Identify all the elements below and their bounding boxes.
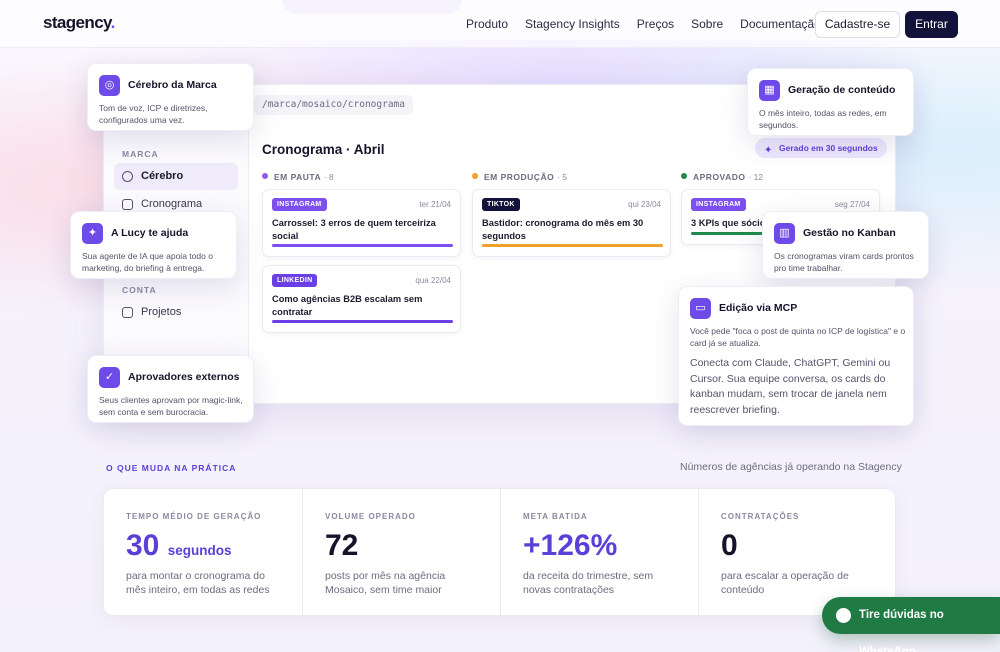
briefcase-icon [122,307,133,318]
feature-card-kanban: ▥ Gestão no Kanban Os cronogramas viram … [762,211,929,279]
card-progress-bar [272,244,453,247]
feature-desc: Você pede "foca o post de quinta no ICP … [690,326,906,348]
chat-icon: ▭ [690,298,711,319]
card-title: Carrossel: 3 erros de quem terceiriza so… [272,218,436,241]
sidebar-section-marca: MARCA [122,149,159,159]
card-date: seg 27/04 [834,200,870,209]
login-button[interactable]: Entrar [905,11,958,38]
check-circle-icon: ✓ [99,367,120,388]
feature-card-geracao: ▦ Geração de conteúdo O mês inteiro, tod… [747,68,914,136]
card-progress-bar [272,320,453,323]
kanban-card[interactable]: INSTAGRAM ter 21/04 Carrossel: 3 erros d… [262,189,461,257]
card-title: 3 KPIs que sócio [691,218,766,228]
feature-card-cerebro: ◎ Cérebro da Marca Tom de voz, ICP e dir… [87,63,254,131]
sidebar-item-cerebro[interactable]: Cérebro [114,163,238,190]
feature-title: Geração de conteúdo [788,84,896,96]
status-dot [681,173,687,179]
stat-value: 72 [325,529,359,562]
generated-badge: ✦ Gerado em 30 segundos [755,138,887,158]
feature-title: Aprovadores externos [128,371,240,383]
sidebar-section-conta: CONTA [122,285,157,295]
brain-icon: ◎ [99,75,120,96]
sparkle-icon: ✦ [82,223,103,244]
status-dot [262,173,268,179]
column-header-em-producao: EM PRODUÇÃO · 5 [472,172,567,182]
status-dot [472,173,478,179]
feature-card-mcp: ▭ Edição via MCP Você pede "foca o post … [678,286,914,426]
top-navbar: stagency. Produto Stagency Insights Preç… [0,0,1000,48]
platform-tag: TIKTOK [482,198,520,211]
chat-bubble-icon [836,608,851,623]
feature-title: Cérebro da Marca [128,79,217,91]
stat-label: CONTRATAÇÕES [721,512,800,521]
sparkle-icon: ✦ [764,145,773,156]
stat-value: 0 [721,529,738,562]
logo[interactable]: stagency. [43,13,115,32]
stat-value: 30 segundos [126,529,232,562]
feature-desc: Sua agente de IA que apoia todo o market… [82,251,213,273]
stat-label: TEMPO MÉDIO DE GERAÇÃO [126,512,262,521]
feature-title: A Lucy te ajuda [111,227,189,239]
stat-label: META BATIDA [523,512,588,521]
platform-tag: LINKEDIN [272,274,318,287]
feature-desc: Tom de voz, ICP e diretrizes, configurad… [99,103,208,125]
stat-desc: da receita do trimestre, sem novas contr… [523,570,654,596]
nav-link-sobre[interactable]: Sobre [691,17,724,31]
stat-value: +126% [523,529,618,562]
stat-desc: para montar o cronograma do mês inteiro,… [126,570,270,596]
feature-card-aprovadores: ✓ Aprovadores externos Seus clientes apr… [87,355,254,423]
feature-desc: Os cronogramas viram cards prontos pro t… [774,251,914,273]
feature-title: Gestão no Kanban [803,227,896,239]
sidebar-item-cronograma[interactable]: Cronograma [114,191,238,218]
feature-desc: O mês inteiro, todas as redes, em segund… [759,108,887,130]
platform-tag: INSTAGRAM [691,198,746,211]
card-progress-bar [482,244,663,247]
stat-label: VOLUME OPERADO [325,512,416,521]
stat-desc: para escalar a operação de conteúdo [721,570,849,596]
stat-tempo: TEMPO MÉDIO DE GERAÇÃO 30 segundos para … [104,489,302,617]
platform-tag: INSTAGRAM [272,198,327,211]
feature-card-lucy: ✦ A Lucy te ajuda Sua agente de IA que a… [70,211,237,279]
sidebar-item-projetos[interactable]: Projetos [114,299,238,326]
feature-title: Edição via MCP [719,302,798,314]
card-date: ter 21/04 [419,200,451,209]
nav-link-precos[interactable]: Preços [636,17,675,31]
calendar-icon: ▦ [759,80,780,101]
column-header-aprovado: APROVADO · 12 [681,172,763,182]
nav-link-documentacao[interactable]: Documentação [740,17,821,31]
stats-heading: O QUE MUDA NA PRÁTICA [106,463,237,473]
card-date: qua 22/04 [415,276,451,285]
card-title: Como agências B2B escalam sem contratar [272,294,423,317]
stat-meta: META BATIDA +126% da receita do trimestr… [500,489,698,617]
nav-link-produto[interactable]: Produto [466,17,509,31]
stat-volume: VOLUME OPERADO 72 posts por mês na agênc… [302,489,500,617]
stats-panel: TEMPO MÉDIO DE GERAÇÃO 30 segundos para … [103,488,896,617]
page-title: Cronograma · Abril [262,142,385,157]
signup-button[interactable]: Cadastre-se [815,11,900,38]
url-path: /marca/mosaico/cronograma [254,95,413,115]
card-title: Bastidor: cronograma do mês em 30 segund… [482,218,644,241]
whatsapp-button[interactable]: Tire dúvidas no WhatsApp [822,597,1000,652]
stats-subheading: Números de agências já operando na Stage… [680,461,902,473]
brain-icon [122,171,133,182]
card-date: qui 23/04 [628,200,661,209]
kanban-icon: ▥ [774,223,795,244]
stat-desc: posts por mês na agência Mosaico, sem ti… [325,570,446,596]
kanban-card[interactable]: LINKEDIN qua 22/04 Como agências B2B esc… [262,265,461,333]
feature-desc: Seus clientes aprovam por magic-link, se… [99,395,243,417]
kanban-card[interactable]: TIKTOK qui 23/04 Bastidor: cronograma do… [472,189,671,257]
nav-links: Produto Stagency Insights Preços Sobre D… [466,17,838,31]
feature-body: Conecta com Claude, ChatGPT, Gemini ou C… [690,357,891,416]
stat-contratacoes: CONTRATAÇÕES 0 para escalar a operação d… [698,489,896,617]
calendar-icon [122,199,133,210]
column-header-em-pauta: EM PAUTA · 8 [262,172,334,182]
nav-link-insights[interactable]: Stagency Insights [525,17,620,31]
